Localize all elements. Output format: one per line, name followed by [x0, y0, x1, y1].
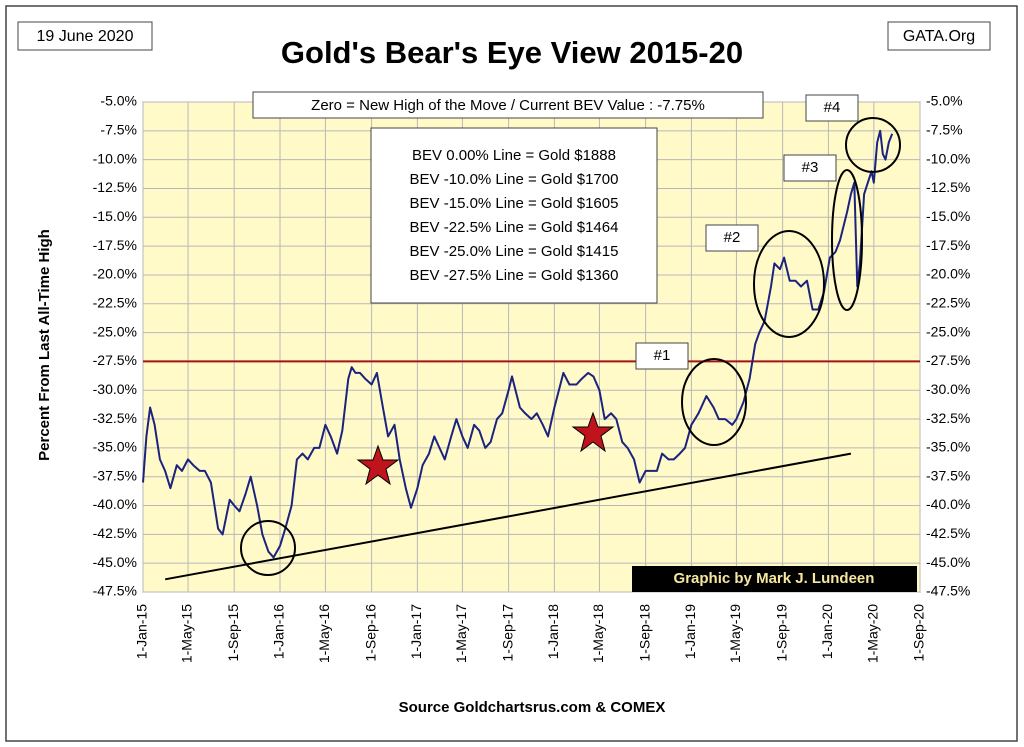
- header-note: Zero = New High of the Move / Current BE…: [311, 97, 705, 114]
- y2-tick-label: -45.0%: [926, 554, 970, 570]
- circle-annotation: [831, 169, 863, 311]
- marker-box: [635, 342, 689, 370]
- bev-line: BEV -10.0% Line = Gold $1700: [410, 171, 619, 188]
- chart-title: Gold's Bear's Eye View 2015-20: [281, 35, 743, 70]
- marker-label: #2: [724, 229, 741, 246]
- y-tick-label: -42.5%: [93, 525, 137, 541]
- y2-tick-label: -15.0%: [926, 208, 970, 224]
- x-tick-label: 1-May-16: [316, 604, 332, 663]
- line-series: [142, 129, 894, 559]
- y2-tick-label: -47.5%: [926, 583, 970, 599]
- y2-tick-label: -40.0%: [926, 496, 970, 512]
- note-box: [252, 91, 764, 119]
- y-tick-label: -20.0%: [93, 266, 137, 282]
- y2-tick-label: -20.0%: [926, 266, 970, 282]
- date-box: [17, 21, 153, 51]
- y-tick-label: -10.0%: [93, 150, 137, 166]
- circle-annotation: [845, 117, 901, 173]
- y2-tick-label: -35.0%: [926, 439, 970, 455]
- y2-tick-label: -12.5%: [926, 179, 970, 195]
- x-tick-label: 1-Jan-20: [819, 604, 835, 659]
- x-tick-label: 1-May-18: [590, 604, 606, 663]
- y2-tick-label: -42.5%: [926, 525, 970, 541]
- marker-box: [805, 94, 859, 122]
- circle-annotation: [240, 520, 296, 576]
- y-axis-label: Percent From Last All-Time High: [36, 229, 53, 461]
- source-tag: GATA.Org: [903, 28, 975, 45]
- x-tick-label: 1-Jan-17: [408, 604, 424, 659]
- x-tick-label: 1-Jan-18: [545, 604, 561, 659]
- marker-label: #4: [824, 99, 841, 116]
- bev-line: BEV -27.5% Line = Gold $1360: [410, 267, 619, 284]
- y-tick-label: -17.5%: [93, 237, 137, 253]
- bev-line: BEV 0.00% Line = Gold $1888: [412, 147, 616, 164]
- credit-box: [632, 566, 917, 592]
- marker-box: [783, 154, 837, 182]
- credit: Graphic by Mark J. Lundeen: [674, 570, 875, 587]
- x-tick-label: 1-Jan-19: [682, 604, 698, 659]
- x-tick-label: 1-May-15: [179, 604, 195, 663]
- star: [571, 411, 615, 453]
- x-tick-label: 1-Sep-18: [636, 604, 652, 662]
- date-label: 19 June 2020: [37, 28, 134, 45]
- y-tick-label: -22.5%: [93, 294, 137, 310]
- y2-tick-label: -7.5%: [926, 122, 963, 138]
- y-tick-label: -47.5%: [93, 583, 137, 599]
- y-tick-label: -7.5%: [100, 122, 137, 138]
- y2-tick-label: -5.0%: [926, 93, 963, 109]
- bev-box: [370, 127, 658, 304]
- x-tick-label: 1-Sep-16: [362, 604, 378, 662]
- x-tick-label: 1-May-17: [453, 604, 469, 663]
- bev-line: BEV -25.0% Line = Gold $1415: [410, 243, 619, 260]
- x-tick-label: 1-Sep-17: [499, 604, 515, 662]
- y2-tick-label: -37.5%: [926, 467, 970, 483]
- y2-tick-label: -10.0%: [926, 150, 970, 166]
- x-tick-label: 1-Sep-19: [773, 604, 789, 662]
- y-tick-label: -15.0%: [93, 208, 137, 224]
- y2-tick-label: -22.5%: [926, 294, 970, 310]
- y-tick-label: -12.5%: [93, 179, 137, 195]
- bev-lines: BEV 0.00% Line = Gold $1888 BEV -10.0% Li…: [410, 147, 619, 284]
- bev-line: BEV -15.0% Line = Gold $1605: [410, 195, 619, 212]
- y-tick-label: -25.0%: [93, 323, 137, 339]
- marker-label: #1: [654, 347, 671, 364]
- y2-tick-label: -30.0%: [926, 381, 970, 397]
- y-tick-label: -45.0%: [93, 554, 137, 570]
- x-tick-label: 1-May-19: [727, 604, 743, 663]
- y-tick-label: -35.0%: [93, 439, 137, 455]
- y-tick-label: -40.0%: [93, 496, 137, 512]
- y-tick-label: -5.0%: [100, 93, 137, 109]
- x-tick-label: 1-Jan-15: [134, 604, 150, 659]
- circle-annotation: [681, 358, 747, 446]
- circle-annotation: [753, 230, 825, 338]
- trend-line: [164, 452, 852, 581]
- y-tick-label: -37.5%: [93, 467, 137, 483]
- annotations: [240, 117, 901, 576]
- source-tag-box: [887, 21, 991, 51]
- x-tick-label: 1-May-20: [865, 604, 881, 663]
- star: [356, 444, 400, 486]
- y-tick-label: -32.5%: [93, 410, 137, 426]
- data-layer: [142, 129, 920, 581]
- y2-tick-label: -32.5%: [926, 410, 970, 426]
- x-axis-label: Source Goldchartsrus.com & COMEX: [399, 699, 666, 716]
- x-tick-label: 1-Sep-20: [911, 604, 927, 662]
- y-tick-label: -30.0%: [93, 381, 137, 397]
- y2-tick-label: -25.0%: [926, 323, 970, 339]
- x-tick-label: 1-Sep-15: [225, 604, 241, 662]
- marker-label: #3: [802, 159, 819, 176]
- y-tick-label: -27.5%: [93, 352, 137, 368]
- y2-tick-label: -27.5%: [926, 352, 970, 368]
- y2-tick-label: -17.5%: [926, 237, 970, 253]
- x-tick-label: 1-Jan-16: [271, 604, 287, 659]
- marker-box: [705, 224, 759, 252]
- bev-line: BEV -22.5% Line = Gold $1464: [410, 219, 619, 236]
